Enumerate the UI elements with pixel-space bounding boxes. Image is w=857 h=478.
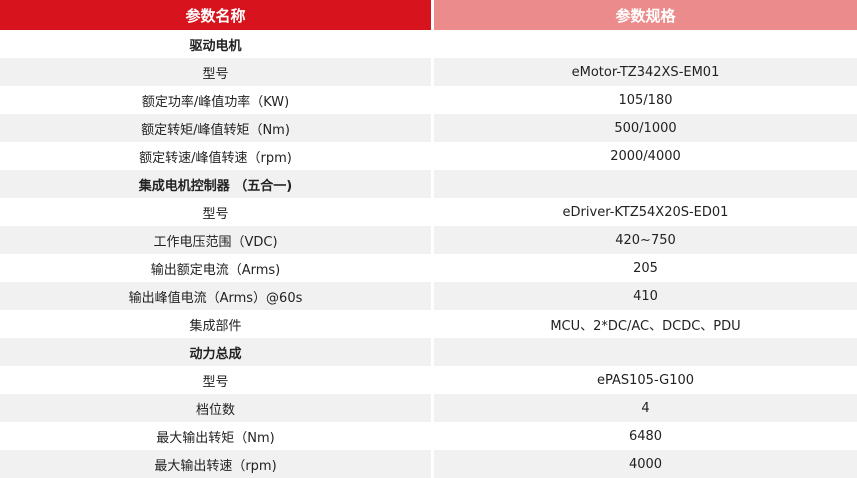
param-name: 型号 xyxy=(202,374,229,390)
param-value: 410 xyxy=(434,282,857,310)
table-row: 输出额定电流（Arms) 205 xyxy=(0,254,857,282)
param-value: MCU、2*DC/AC、DCDC、PDU xyxy=(550,318,741,334)
table-row: 型号 eDriver-KTZ54X20S-ED01 xyxy=(0,198,857,226)
header-cell: 参数规格 xyxy=(434,0,857,30)
section-title: 动力总成 xyxy=(0,338,431,366)
param-name: 集成部件 xyxy=(189,318,242,334)
section-row: 集成电机控制器 （五合一) xyxy=(0,170,857,198)
param-value: 4000 xyxy=(434,450,857,478)
section-title: 驱动电机 xyxy=(189,38,242,54)
param-name: 型号 xyxy=(202,206,229,222)
param-name: 最大输出转矩（Nm) xyxy=(156,430,275,446)
param-value: 2000/4000 xyxy=(610,148,681,164)
param-value: eDriver-KTZ54X20S-ED01 xyxy=(562,204,729,220)
empty-cell xyxy=(434,30,857,58)
param-value: 6480 xyxy=(628,428,663,444)
table-body: 驱动电机 型号 eMotor-TZ342XS-EM01 额定功率/峰值功率（KW) 10… xyxy=(0,30,857,478)
empty-cell xyxy=(434,338,857,366)
param-name: 额定转速/峰值转速（rpm) xyxy=(139,150,292,166)
table-row: 最大输出转矩（Nm) 6480 xyxy=(0,422,857,450)
param-name: 输出额定电流（Arms) xyxy=(150,262,281,278)
param-name: 档位数 xyxy=(0,394,431,422)
param-value: eMotor-TZ342XS-EM01 xyxy=(434,58,857,86)
param-name: 工作电压范围（VDC) xyxy=(0,226,431,254)
table-row: 额定功率/峰值功率（KW) 105/180 xyxy=(0,86,857,114)
table-row: 集成部件 MCU、2*DC/AC、DCDC、PDU xyxy=(0,310,857,338)
header-row: 参数名称 参数规格 xyxy=(0,0,857,30)
table-row: 工作电压范围（VDC) 420~750 xyxy=(0,226,857,254)
table-row: 最大输出转速（rpm) 4000 xyxy=(0,450,857,478)
table-row: 输出峰值电流（Arms）@60s 410 xyxy=(0,282,857,310)
param-value: 205 xyxy=(633,260,658,276)
param-name: 型号 xyxy=(0,58,431,86)
param-name: 额定功率/峰值功率（KW) xyxy=(141,94,290,110)
param-name: 最大输出转速（rpm) xyxy=(0,450,431,478)
section-row: 驱动电机 xyxy=(0,30,857,58)
param-name: 额定转矩/峰值转矩（Nm) xyxy=(0,114,431,142)
table-row: 档位数 4 xyxy=(0,394,857,422)
param-value: 500/1000 xyxy=(434,114,857,142)
param-name: 输出峰值电流（Arms）@60s xyxy=(0,282,431,310)
section-title: 集成电机控制器 （五合一) xyxy=(0,170,431,198)
table-row: 额定转矩/峰值转矩（Nm) 500/1000 xyxy=(0,114,857,142)
table-row: 型号 ePAS105-G100 xyxy=(0,366,857,394)
section-row: 动力总成 xyxy=(0,338,857,366)
param-value: 4 xyxy=(434,394,857,422)
param-value: 105/180 xyxy=(618,92,673,108)
table-row: 额定转速/峰值转速（rpm) 2000/4000 xyxy=(0,142,857,170)
header-cell: 参数名称 xyxy=(0,0,431,30)
empty-cell xyxy=(434,170,857,198)
param-value: 420~750 xyxy=(434,226,857,254)
table-row: 型号 eMotor-TZ342XS-EM01 xyxy=(0,58,857,86)
param-value: ePAS105-G100 xyxy=(596,372,695,388)
